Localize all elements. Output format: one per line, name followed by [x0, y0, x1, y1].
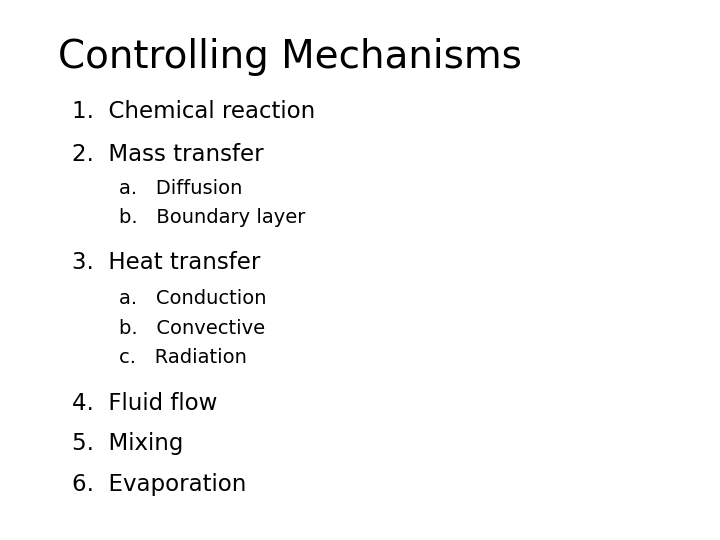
Text: a.   Diffusion: a. Diffusion [119, 179, 242, 198]
Text: b.   Boundary layer: b. Boundary layer [119, 208, 305, 227]
Text: c.   Radiation: c. Radiation [119, 348, 247, 367]
Text: 3.  Heat transfer: 3. Heat transfer [72, 251, 261, 274]
Text: 6.  Evaporation: 6. Evaporation [72, 472, 246, 496]
Text: 1.  Chemical reaction: 1. Chemical reaction [72, 100, 315, 123]
Text: b.   Convective: b. Convective [119, 319, 265, 338]
Text: Controlling Mechanisms: Controlling Mechanisms [58, 38, 521, 76]
Text: 4.  Fluid flow: 4. Fluid flow [72, 392, 217, 415]
Text: 2.  Mass transfer: 2. Mass transfer [72, 143, 264, 166]
Text: a.   Conduction: a. Conduction [119, 289, 266, 308]
Text: 5.  Mixing: 5. Mixing [72, 432, 184, 455]
